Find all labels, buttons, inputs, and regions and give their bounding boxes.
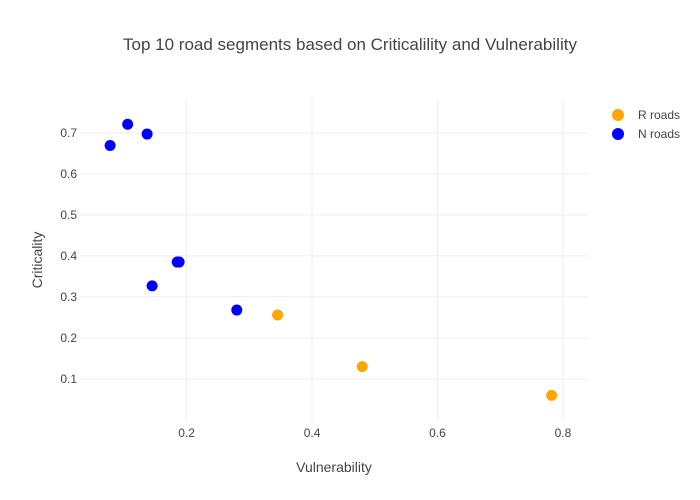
x-tick-label: 0.6 (429, 426, 446, 440)
data-point[interactable] (356, 361, 368, 373)
y-tick-label: 0.7 (60, 126, 77, 140)
point-layer[interactable] (104, 118, 558, 401)
data-point[interactable] (122, 118, 134, 130)
data-point[interactable] (141, 128, 153, 140)
legend[interactable]: R roads N roads (612, 108, 680, 141)
legend-label: N roads (638, 127, 680, 141)
data-point[interactable] (146, 280, 158, 292)
grid-layer (80, 100, 588, 420)
y-tick-label: 0.2 (60, 331, 77, 345)
x-tick-label: 0.2 (178, 426, 195, 440)
legend-marker (612, 109, 624, 121)
data-point[interactable] (173, 256, 185, 268)
legend-label: R roads (638, 108, 680, 122)
data-point[interactable] (231, 304, 243, 316)
y-tick-label: 0.3 (60, 290, 77, 304)
data-point[interactable] (272, 309, 284, 321)
y-tick-label: 0.6 (60, 167, 77, 181)
data-point[interactable] (104, 140, 116, 152)
legend-item[interactable]: R roads (612, 108, 680, 122)
legend-item[interactable]: N roads (612, 127, 680, 141)
y-tick-label: 0.4 (60, 249, 77, 263)
y-tick-label: 0.1 (60, 372, 77, 386)
chart-title: Top 10 road segments based on Criticalil… (123, 35, 577, 54)
x-tick-label: 0.8 (555, 426, 572, 440)
y-tick-label: 0.5 (60, 208, 77, 222)
x-tick-label: 0.4 (304, 426, 321, 440)
y-axis-title: Criticality (29, 232, 45, 289)
tick-layer: 0.2 0.4 0.6 0.8 0.1 0.2 0.3 0.4 0.5 0.6 0.7 (60, 126, 571, 440)
x-axis-title: Vulnerability (296, 459, 372, 475)
legend-marker (612, 128, 624, 140)
data-point[interactable] (546, 389, 558, 401)
